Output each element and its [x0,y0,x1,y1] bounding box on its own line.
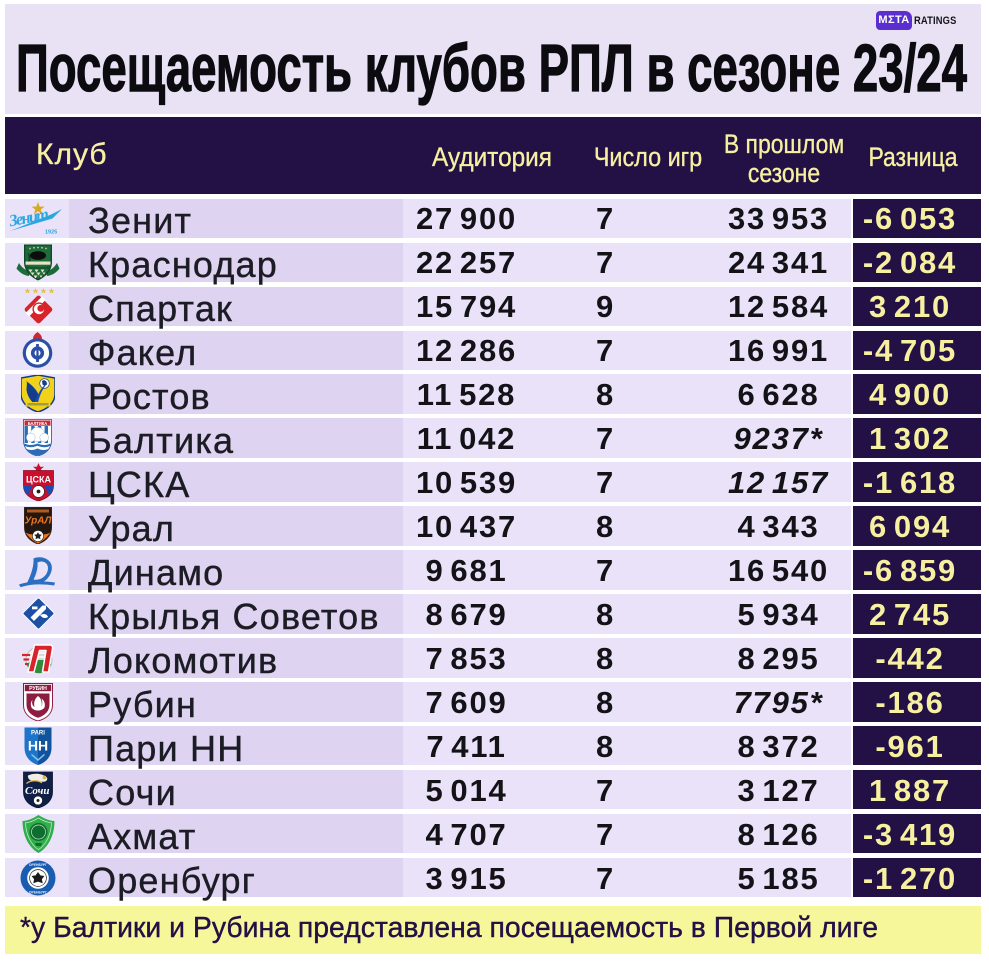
svg-text:PARI: PARI [31,730,45,736]
svg-text:УрАЛ: УрАЛ [25,516,52,527]
svg-text:БАЛТИКА: БАЛТИКА [28,421,48,426]
svg-text:ОРЕНБУРГ: ОРЕНБУРГ [29,890,47,894]
svg-text:ЦСКА: ЦСКА [25,474,51,484]
svg-text:ОРЕНБУРГ: ОРЕНБУРГ [29,863,47,867]
svg-text:Зенит: Зенит [9,204,51,231]
svg-text:1925: 1925 [45,229,57,234]
svg-text:НН: НН [28,737,48,753]
svg-text:Сочи: Сочи [25,785,50,797]
svg-text:РУБИН: РУБИН [29,686,47,692]
